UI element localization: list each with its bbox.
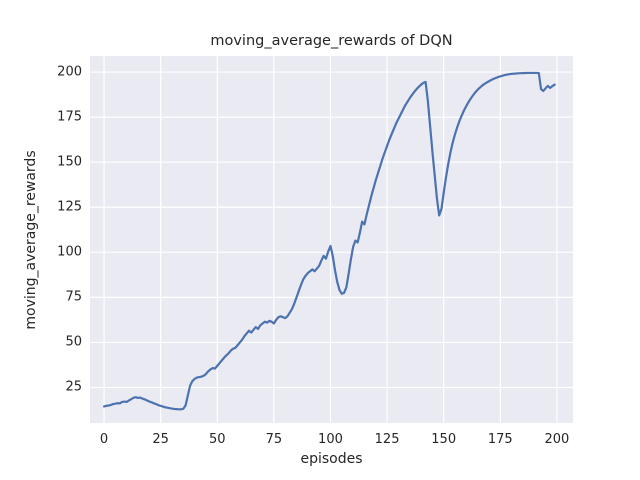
x-tick-label: 25 [152,432,169,447]
x-tick-label: 175 [487,432,513,447]
plot-area [90,56,573,423]
y-tick-label: 50 [65,334,82,350]
y-tick-label: 25 [65,379,82,395]
y-tick-label: 200 [57,64,82,80]
reward-line [102,71,556,411]
gridlines [90,56,573,423]
y-tick-label: 75 [65,289,82,305]
x-tick-label: 75 [265,432,283,447]
x-tick-label: 150 [431,432,457,447]
y-tick-label: 100 [57,244,82,260]
y-tick-label: 175 [57,109,82,125]
x-tick-label: 50 [208,432,226,447]
line-chart-svg [90,56,573,423]
y-tick-label: 125 [57,199,82,215]
y-tick-label: 150 [57,154,82,170]
chart-title: moving_average_rewards of DQN [210,33,453,49]
x-tick-label: 100 [318,432,343,447]
x-tick-label: 200 [544,432,570,447]
x-tick-label: 0 [99,432,109,447]
x-axis-label: episodes [300,451,363,467]
x-tick-label: 125 [374,432,400,447]
